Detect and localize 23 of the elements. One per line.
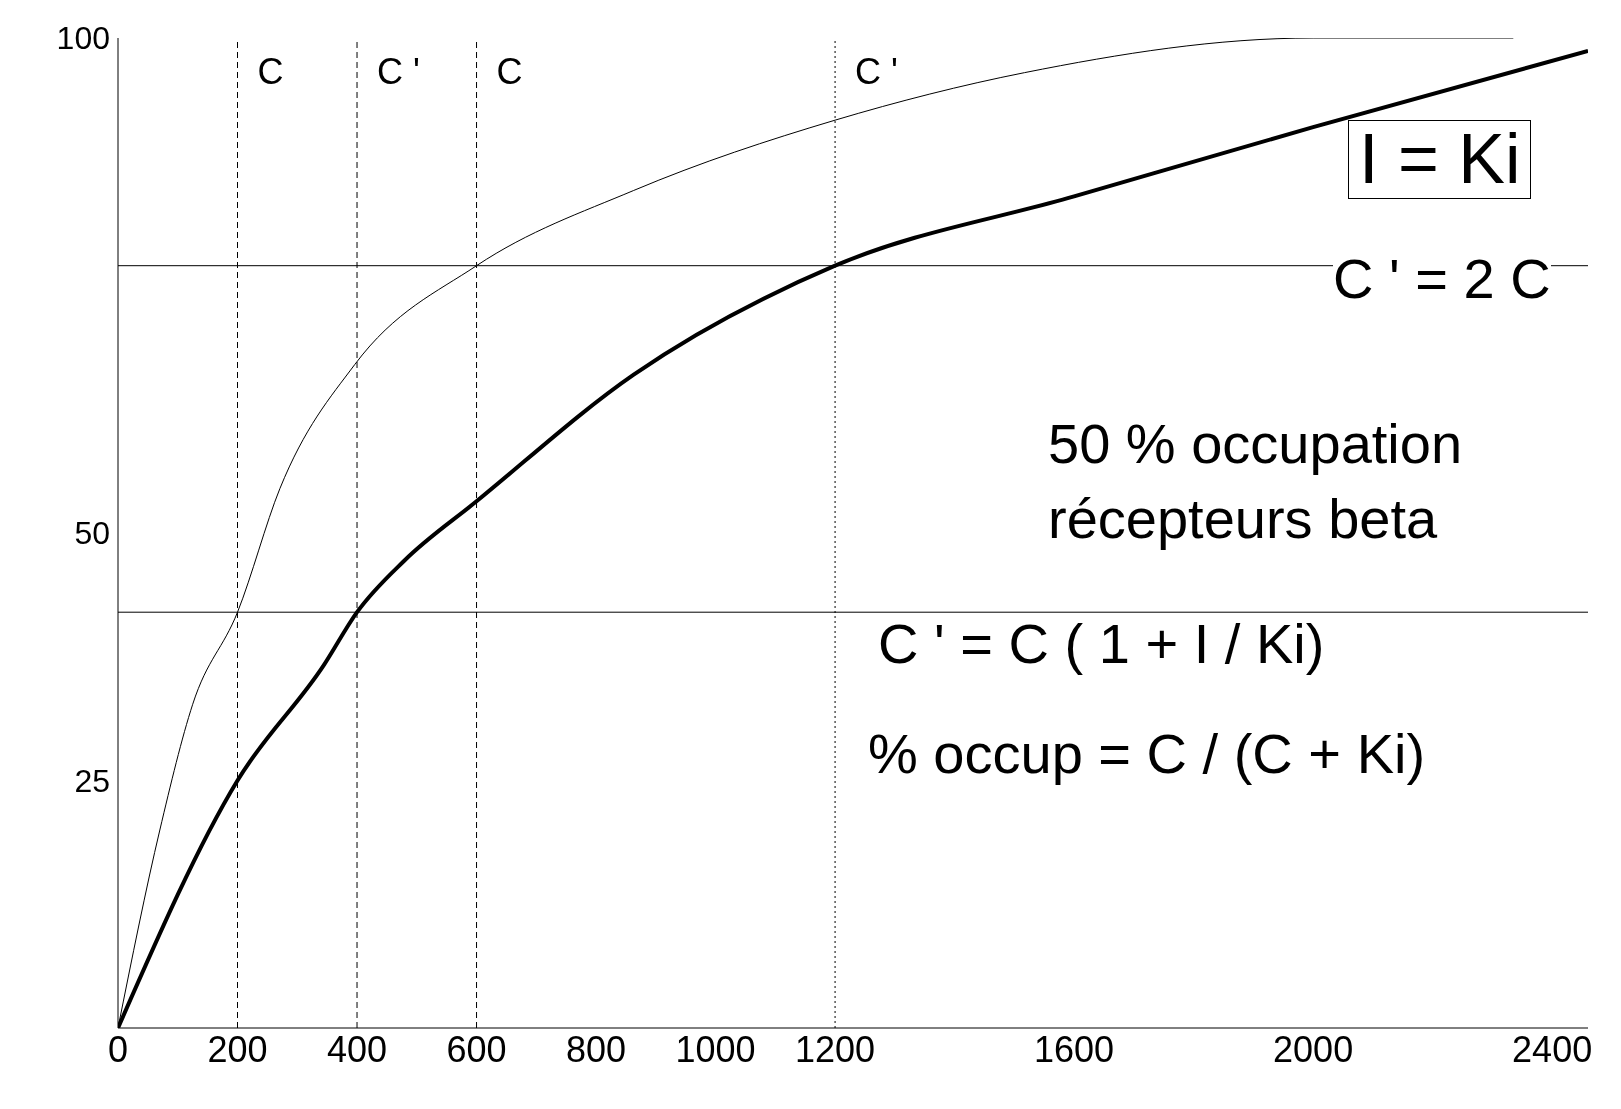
annotation: I = Ki: [1348, 120, 1532, 199]
annotation: C ' = 2 C: [1333, 247, 1551, 310]
x-tick-label: 1200: [795, 1028, 876, 1070]
x-tick-label: 1600: [1034, 1028, 1115, 1070]
ref-line-label: C: [496, 50, 523, 92]
x-tick-label: 600: [446, 1028, 507, 1070]
ref-line-label: C ': [855, 50, 898, 92]
annotation: C ' = C ( 1 + I / Ki): [878, 612, 1325, 675]
ref-line-label: C ': [377, 50, 420, 92]
annotation: 50 % occupation: [1048, 412, 1463, 475]
x-tick-label: 400: [326, 1028, 388, 1070]
annotation: % occup = C / (C + Ki): [868, 722, 1426, 785]
x-tick-label: 1000: [675, 1028, 756, 1070]
ref-line-label: C: [257, 50, 284, 92]
x-tick-label: 2400: [1512, 1028, 1593, 1070]
annotation: récepteurs beta: [1048, 487, 1438, 550]
y-tick-label: 50: [74, 515, 110, 552]
x-tick-label: 0: [107, 1028, 129, 1070]
y-tick-label: 25: [74, 762, 110, 799]
x-tick-label: 800: [566, 1028, 627, 1070]
x-tick-label: 200: [207, 1028, 268, 1070]
y-tick-label: 100: [56, 20, 110, 57]
x-tick-label: 2000: [1273, 1028, 1354, 1070]
